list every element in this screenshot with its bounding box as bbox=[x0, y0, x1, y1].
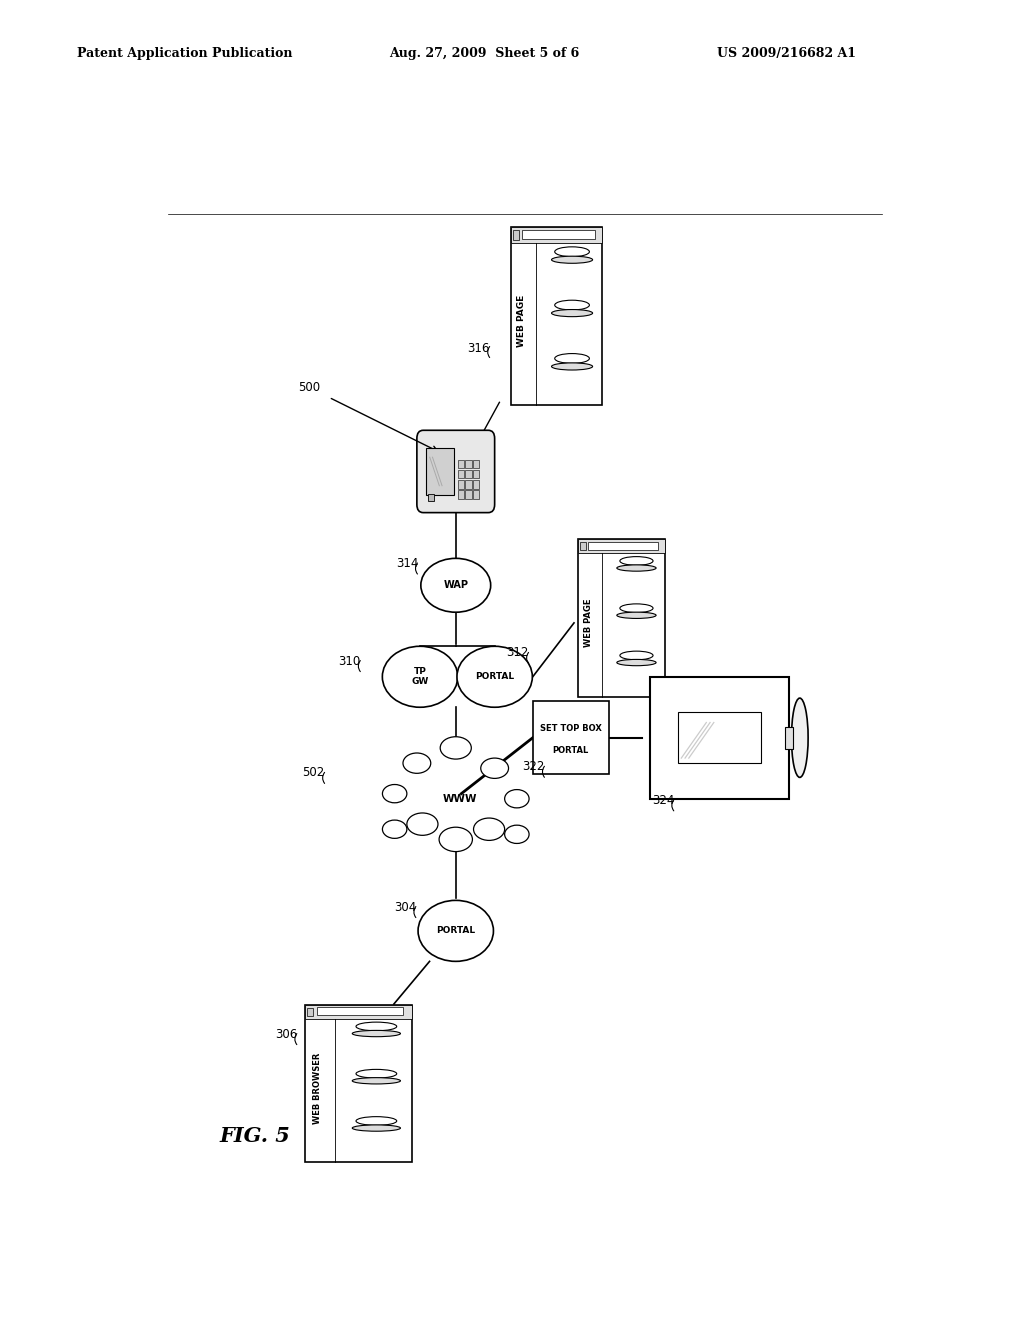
Bar bbox=[581, 543, 586, 550]
Bar bbox=[458, 459, 464, 469]
Ellipse shape bbox=[555, 354, 590, 363]
Bar bbox=[473, 459, 479, 469]
Ellipse shape bbox=[439, 828, 472, 851]
Text: 500: 500 bbox=[299, 381, 321, 395]
Ellipse shape bbox=[407, 813, 438, 836]
Text: 502: 502 bbox=[303, 767, 325, 779]
Ellipse shape bbox=[620, 651, 653, 660]
Ellipse shape bbox=[616, 565, 656, 572]
Ellipse shape bbox=[555, 247, 590, 256]
Text: SET TOP BOX: SET TOP BOX bbox=[540, 725, 602, 734]
Text: PORTAL: PORTAL bbox=[475, 672, 514, 681]
Ellipse shape bbox=[440, 737, 471, 759]
Bar bbox=[532, 701, 609, 775]
Ellipse shape bbox=[620, 603, 653, 612]
Bar bbox=[473, 470, 479, 478]
Bar bbox=[465, 459, 472, 469]
Text: 312: 312 bbox=[507, 647, 529, 660]
Bar bbox=[458, 480, 464, 488]
Ellipse shape bbox=[552, 309, 593, 317]
Ellipse shape bbox=[403, 752, 431, 774]
Text: PORTAL: PORTAL bbox=[553, 746, 589, 755]
Bar bbox=[589, 543, 658, 549]
Text: Patent Application Publication: Patent Application Publication bbox=[77, 46, 292, 59]
Text: WEB PAGE: WEB PAGE bbox=[584, 598, 593, 647]
Ellipse shape bbox=[505, 789, 529, 808]
Bar bbox=[458, 490, 464, 499]
Ellipse shape bbox=[457, 647, 532, 708]
Bar bbox=[513, 230, 519, 240]
Ellipse shape bbox=[421, 558, 490, 612]
Text: 310: 310 bbox=[338, 655, 360, 668]
Bar bbox=[678, 713, 761, 763]
Bar bbox=[465, 480, 472, 488]
Text: FIG. 5: FIG. 5 bbox=[219, 1126, 290, 1146]
FancyBboxPatch shape bbox=[417, 430, 495, 512]
Bar bbox=[473, 480, 479, 488]
Ellipse shape bbox=[352, 1077, 400, 1084]
Ellipse shape bbox=[480, 758, 509, 779]
Ellipse shape bbox=[356, 1069, 396, 1078]
Ellipse shape bbox=[418, 900, 494, 961]
Text: WEB BROWSER: WEB BROWSER bbox=[313, 1052, 322, 1123]
Bar bbox=[650, 677, 788, 799]
Ellipse shape bbox=[555, 300, 590, 310]
Text: PORTAL: PORTAL bbox=[436, 927, 475, 936]
Ellipse shape bbox=[382, 820, 407, 838]
Bar bbox=[307, 1007, 313, 1015]
Bar bbox=[465, 470, 472, 478]
Text: US 2009/216682 A1: US 2009/216682 A1 bbox=[717, 46, 856, 59]
Ellipse shape bbox=[505, 825, 529, 843]
Text: WAP: WAP bbox=[443, 581, 468, 590]
Bar bbox=[473, 490, 479, 499]
Text: 324: 324 bbox=[652, 793, 674, 807]
Bar bbox=[465, 490, 472, 499]
Text: 314: 314 bbox=[396, 557, 419, 570]
Bar bbox=[578, 539, 666, 553]
Ellipse shape bbox=[382, 784, 407, 803]
Bar bbox=[578, 539, 666, 697]
Ellipse shape bbox=[792, 698, 808, 777]
Bar bbox=[458, 470, 464, 478]
Ellipse shape bbox=[616, 660, 656, 665]
Ellipse shape bbox=[473, 818, 505, 841]
Text: 322: 322 bbox=[522, 760, 545, 774]
Text: WWW: WWW bbox=[442, 793, 477, 804]
Ellipse shape bbox=[620, 557, 653, 565]
Bar bbox=[784, 727, 793, 748]
Text: 304: 304 bbox=[394, 900, 416, 913]
Bar bbox=[426, 447, 454, 495]
Ellipse shape bbox=[352, 1031, 400, 1036]
Text: WEB PAGE: WEB PAGE bbox=[517, 296, 526, 347]
Ellipse shape bbox=[382, 647, 458, 708]
Bar bbox=[304, 1005, 412, 1019]
Bar bbox=[428, 494, 433, 500]
Text: TP
GW: TP GW bbox=[412, 667, 429, 686]
Ellipse shape bbox=[356, 1022, 396, 1031]
Bar bbox=[304, 1005, 412, 1162]
Ellipse shape bbox=[552, 256, 593, 263]
Text: Aug. 27, 2009  Sheet 5 of 6: Aug. 27, 2009 Sheet 5 of 6 bbox=[389, 46, 580, 59]
Ellipse shape bbox=[356, 1117, 396, 1126]
Bar bbox=[511, 227, 602, 243]
Ellipse shape bbox=[552, 363, 593, 370]
Bar bbox=[317, 1007, 403, 1015]
Text: 316: 316 bbox=[468, 342, 490, 355]
Ellipse shape bbox=[352, 1125, 400, 1131]
Bar bbox=[522, 230, 595, 239]
Text: 306: 306 bbox=[274, 1027, 297, 1040]
Bar bbox=[511, 227, 602, 405]
Ellipse shape bbox=[616, 612, 656, 619]
